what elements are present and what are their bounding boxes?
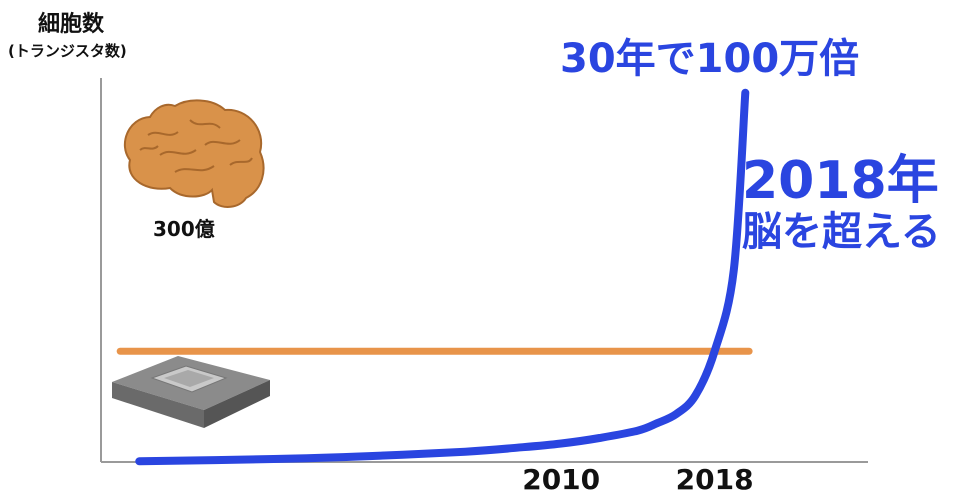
brain-icon — [123, 99, 265, 208]
growth-annotation: 30年で100万倍 — [560, 36, 860, 82]
x-tick-label-2018: 2018 — [675, 463, 754, 496]
reference-line-label: 300億 — [153, 217, 215, 241]
series-line-transistor-count — [135, 88, 750, 466]
cpu-chip-icon — [112, 356, 270, 428]
year-annotation: 2018年 — [742, 151, 939, 211]
y-axis-sublabel: (トランジスタ数) — [8, 42, 127, 60]
y-axis-label: 細胞数 — [38, 12, 105, 37]
x-tick-label-2010: 2010 — [522, 463, 601, 496]
event-annotation: 脳を超える — [742, 209, 941, 255]
